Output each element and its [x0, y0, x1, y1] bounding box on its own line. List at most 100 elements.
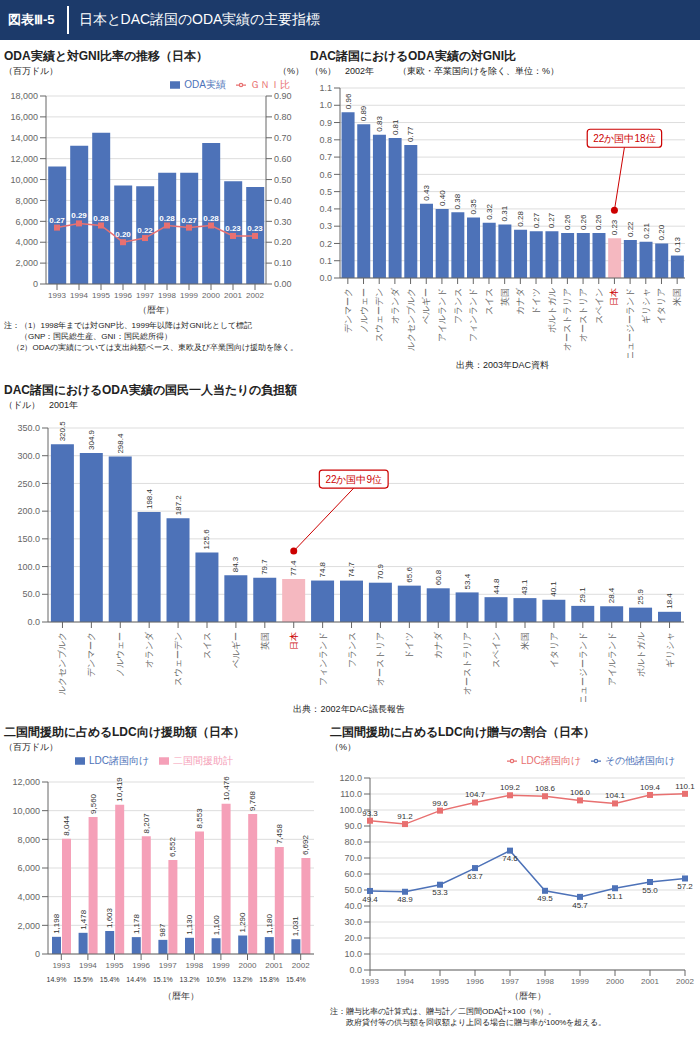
svg-text:1993: 1993: [361, 977, 379, 986]
svg-text:フランス: フランス: [453, 288, 463, 324]
svg-text:オランダ: オランダ: [144, 631, 154, 668]
svg-text:1994: 1994: [396, 977, 414, 986]
svg-text:55.0: 55.0: [642, 886, 658, 895]
svg-text:0.4: 0.4: [319, 204, 332, 214]
svg-text:9,768: 9,768: [248, 790, 257, 811]
svg-text:ギリシャ: ギリシャ: [665, 632, 675, 668]
svg-text:106.0: 106.0: [570, 788, 591, 797]
svg-text:2002: 2002: [292, 961, 310, 970]
svg-text:ベルギー: ベルギー: [421, 288, 431, 324]
svg-text:304.9: 304.9: [87, 429, 96, 450]
svg-text:デンマーク: デンマーク: [343, 288, 353, 333]
svg-text:オランダ: オランダ: [390, 287, 400, 324]
svg-text:90.0: 90.0: [344, 821, 362, 831]
svg-text:0.3: 0.3: [319, 221, 332, 231]
svg-text:14.4%: 14.4%: [126, 976, 146, 983]
svg-text:10.0: 10.0: [344, 949, 362, 959]
svg-text:0.22: 0.22: [626, 221, 635, 237]
svg-text:14.9%: 14.9%: [47, 976, 67, 983]
svg-text:0.80: 0.80: [274, 112, 292, 122]
svg-text:オーストラリア: オーストラリア: [562, 288, 572, 351]
svg-text:オーストラリア: オーストラリア: [462, 632, 472, 695]
svg-text:1,478: 1,478: [79, 909, 88, 930]
svg-text:14,000: 14,000: [10, 133, 38, 143]
svg-text:0.23: 0.23: [247, 224, 263, 233]
svg-text:0.31: 0.31: [500, 205, 509, 221]
svg-text:0.9: 0.9: [319, 118, 332, 128]
svg-text:84.3: 84.3: [231, 556, 240, 572]
svg-text:1.1: 1.1: [319, 83, 332, 93]
svg-text:0.20: 0.20: [274, 237, 292, 247]
svg-text:74.6: 74.6: [502, 854, 518, 863]
svg-text:0.90: 0.90: [274, 91, 292, 101]
svg-text:（暦年）: （暦年）: [138, 305, 174, 315]
svg-text:187.2: 187.2: [174, 495, 183, 516]
svg-text:9,560: 9,560: [89, 793, 98, 814]
svg-text:150.0: 150.0: [17, 534, 40, 544]
svg-text:120.0: 120.0: [339, 773, 362, 783]
svg-text:18,000: 18,000: [10, 91, 38, 101]
svg-text:53.4: 53.4: [463, 573, 472, 589]
svg-text:15.8%: 15.8%: [259, 976, 279, 983]
svg-text:987: 987: [158, 923, 167, 937]
svg-text:0.23: 0.23: [610, 219, 619, 235]
svg-text:ドイツ: ドイツ: [404, 632, 414, 659]
svg-text:50.0: 50.0: [22, 589, 40, 599]
svg-text:ノルウェー: ノルウェー: [359, 288, 369, 333]
svg-text:250.0: 250.0: [17, 479, 40, 489]
svg-text:0.29: 0.29: [71, 211, 87, 220]
svg-text:22か国中18位: 22か国中18位: [593, 133, 655, 144]
svg-text:15.1%: 15.1%: [153, 976, 173, 983]
svg-text:ルクセンブルク: ルクセンブルク: [406, 288, 416, 351]
svg-text:1,603: 1,603: [105, 907, 114, 928]
svg-text:0.6: 0.6: [319, 170, 332, 180]
svg-text:13.2%: 13.2%: [180, 976, 200, 983]
svg-text:60.8: 60.8: [434, 569, 443, 585]
svg-text:6,552: 6,552: [168, 837, 177, 858]
svg-text:イタリア: イタリア: [656, 288, 666, 324]
svg-text:13.2%: 13.2%: [233, 976, 253, 983]
svg-text:0.83: 0.83: [375, 116, 384, 132]
svg-text:110.1: 110.1: [675, 782, 692, 791]
svg-text:79.7: 79.7: [260, 559, 269, 575]
svg-text:2000: 2000: [202, 291, 220, 300]
svg-text:1,180: 1,180: [265, 914, 274, 935]
svg-text:0.26: 0.26: [563, 214, 572, 230]
svg-text:フランス: フランス: [347, 632, 357, 668]
svg-text:0.5: 0.5: [319, 187, 332, 197]
svg-text:8,044: 8,044: [62, 815, 71, 836]
svg-text:0.20: 0.20: [115, 230, 131, 239]
svg-text:0.20: 0.20: [657, 224, 666, 240]
svg-text:7,458: 7,458: [275, 824, 284, 845]
svg-text:298.4: 298.4: [116, 433, 125, 454]
svg-text:6,692: 6,692: [301, 835, 310, 856]
svg-text:1997: 1997: [136, 291, 154, 300]
svg-text:0.27: 0.27: [532, 212, 541, 228]
svg-text:イタリア: イタリア: [549, 632, 559, 668]
svg-text:51.1: 51.1: [607, 892, 623, 901]
svg-text:フィンランド: フィンランド: [468, 288, 478, 342]
svg-text:8,000: 8,000: [17, 835, 40, 845]
svg-text:オーストリア: オーストリア: [578, 288, 588, 342]
svg-text:フィンランド: フィンランド: [318, 632, 328, 686]
svg-text:（暦年）: （暦年）: [510, 991, 546, 1001]
svg-text:0.30: 0.30: [274, 217, 292, 227]
svg-text:45.7: 45.7: [572, 901, 588, 910]
svg-text:2002: 2002: [676, 977, 692, 986]
svg-text:2001: 2001: [641, 977, 659, 986]
svg-text:0.0: 0.0: [349, 965, 362, 975]
svg-text:日本: 日本: [289, 632, 299, 650]
svg-text:8,553: 8,553: [195, 808, 204, 829]
svg-text:29.1: 29.1: [578, 587, 587, 603]
svg-text:200.0: 200.0: [17, 506, 40, 516]
svg-text:（暦年）: （暦年）: [163, 991, 199, 1001]
svg-text:0.0: 0.0: [27, 617, 40, 627]
svg-text:109.4: 109.4: [640, 783, 661, 792]
svg-text:60.0: 60.0: [344, 869, 362, 879]
svg-text:0.81: 0.81: [391, 119, 400, 135]
svg-text:91.2: 91.2: [397, 812, 413, 821]
svg-text:63.7: 63.7: [467, 872, 483, 881]
svg-text:100.0: 100.0: [17, 562, 40, 572]
svg-text:93.3: 93.3: [362, 809, 378, 818]
svg-text:100.0: 100.0: [339, 805, 362, 815]
